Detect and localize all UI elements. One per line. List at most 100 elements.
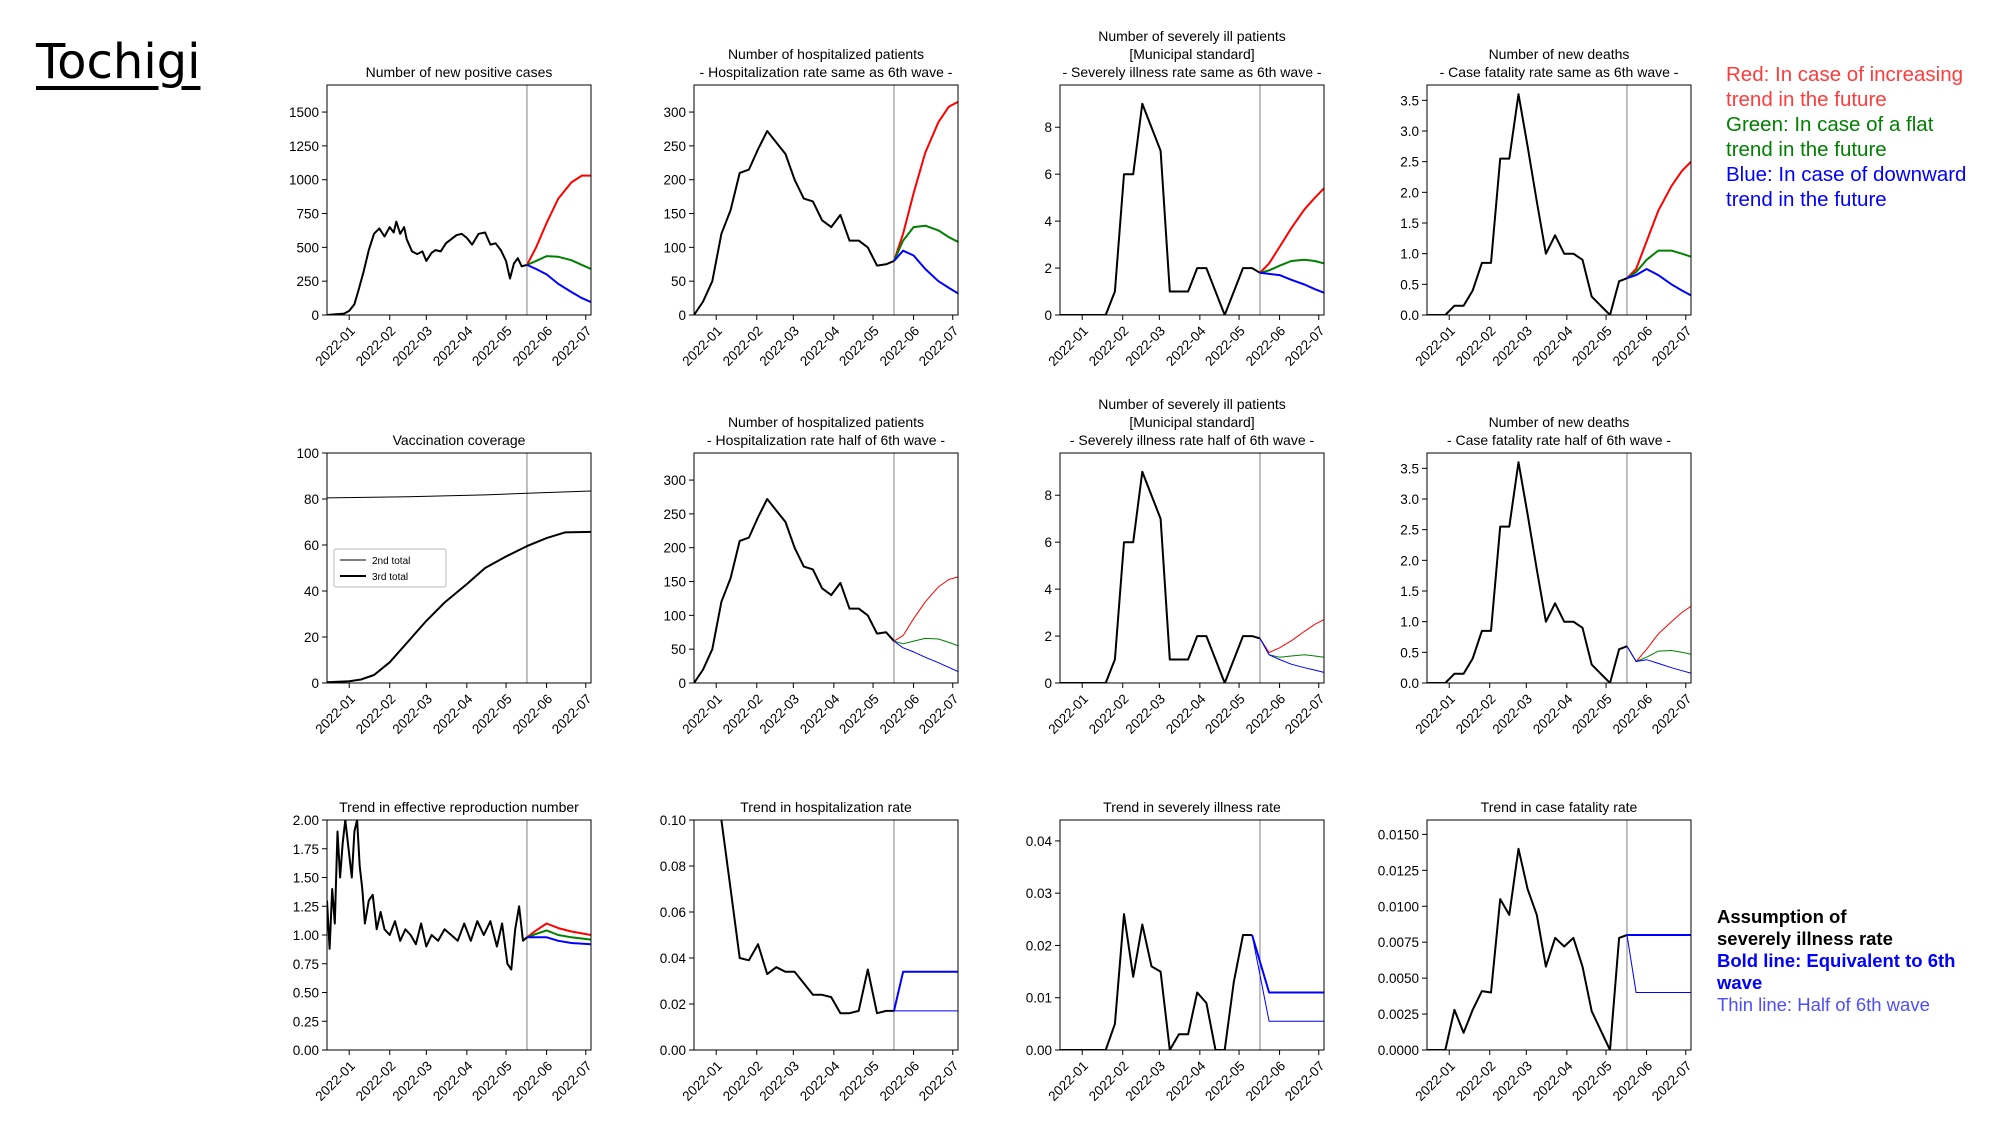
series-line-increase — [1259, 619, 1324, 653]
x-tick-label: 2022-02 — [353, 691, 399, 737]
y-tick-label: 1.25 — [293, 899, 319, 914]
chart-frame — [693, 819, 959, 1051]
series-line-increase — [1259, 187, 1324, 274]
x-tick-label: 2022-04 — [797, 691, 843, 737]
y-tick-label: 200 — [663, 541, 686, 556]
y-tick-label: 0 — [311, 308, 319, 323]
assumption-legend-line: Bold line: Equivalent to 6th — [1717, 950, 1956, 971]
x-tick-label: 2022-05 — [836, 691, 882, 737]
series-line-history — [1427, 93, 1628, 315]
series-line-downward — [1626, 645, 1691, 674]
y-tick-label: 100 — [663, 608, 686, 623]
y-tick-label: 6 — [1044, 535, 1052, 550]
x-tick-label: 2022-02 — [353, 1058, 399, 1104]
x-tick-label: 2022-01 — [1412, 691, 1458, 737]
series-line-history — [1427, 461, 1628, 683]
series-line-increase — [893, 101, 958, 262]
series-line-downward — [1259, 638, 1324, 673]
series-line-increase — [526, 174, 591, 266]
chart-series-group — [327, 490, 591, 683]
x-tick-label: 2022-05 — [469, 691, 515, 737]
chart-frame — [1426, 819, 1692, 1051]
x-tick-label: 2022-04 — [430, 691, 476, 737]
x-tick-label: 2022-03 — [1489, 323, 1535, 369]
chart-frame — [693, 452, 959, 684]
y-tick-label: 0 — [1044, 308, 1052, 323]
x-tick-label: 2022-01 — [679, 1058, 725, 1104]
x-tick-label: 2022-05 — [836, 323, 882, 369]
chart-panel: Number of hospitalized patients - Hospita… — [663, 414, 961, 737]
x-tick-label: 2022-06 — [1610, 691, 1656, 737]
y-tick-label: 100 — [663, 240, 686, 255]
y-tick-label: 0 — [678, 676, 686, 691]
series-line-flat — [893, 637, 958, 647]
chart-legend-box — [333, 548, 447, 588]
y-tick-label: 1.75 — [293, 842, 319, 857]
y-tick-label: 0.0075 — [1378, 935, 1419, 950]
y-tick-label: 1.50 — [293, 871, 319, 886]
y-tick-label: 1.5 — [1400, 584, 1419, 599]
y-tick-label: 0.0150 — [1378, 827, 1419, 842]
x-tick-label: 2022-06 — [510, 323, 556, 369]
chart-title: - Severely illness rate same as 6th wave… — [1062, 64, 1321, 80]
y-tick-label: 0.0 — [1400, 676, 1419, 691]
y-tick-label: 1.5 — [1400, 216, 1419, 231]
series-line-flat — [1259, 638, 1324, 658]
scenario-legend: Red: In case of increasing trend in the … — [1726, 62, 1966, 212]
y-tick-label: 150 — [663, 207, 686, 222]
x-tick-label: 2022-07 — [549, 323, 595, 369]
y-tick-label: 2.00 — [293, 813, 319, 828]
y-tick-label: 4 — [1044, 214, 1052, 229]
x-tick-label: 2022-06 — [1243, 323, 1289, 369]
y-tick-label: 3.0 — [1400, 492, 1419, 507]
chart-panel: Trend in effective reproduction number 0.… — [293, 799, 595, 1104]
y-tick-label: 0.25 — [293, 1014, 319, 1029]
assumption-legend-line: Thin line: Half of 6th wave — [1717, 994, 1930, 1015]
x-tick-label: 2022-02 — [720, 323, 766, 369]
series-line-downward — [893, 970, 958, 1012]
y-tick-label: 750 — [296, 207, 319, 222]
x-tick-label: 2022-01 — [679, 323, 725, 369]
series-line-history — [1427, 847, 1628, 1050]
chart-series-group — [694, 101, 958, 315]
chart-title: Number of severely ill patients — [1098, 396, 1286, 412]
x-tick-label: 2022-03 — [1122, 323, 1168, 369]
x-tick-label: 2022-05 — [1202, 1058, 1248, 1104]
scenario-legend-line: Red: In case of increasing — [1726, 63, 1964, 86]
series-line-downward — [1626, 268, 1691, 297]
x-tick-label: 2022-04 — [1530, 323, 1576, 369]
y-tick-label: 0.03 — [1026, 886, 1052, 901]
y-tick-label: 8 — [1044, 488, 1052, 503]
y-tick-label: 3.0 — [1400, 124, 1419, 139]
x-tick-label: 2022-04 — [1530, 691, 1576, 737]
y-tick-label: 1.0 — [1400, 247, 1419, 262]
chart-title: Number of hospitalized patients — [728, 414, 924, 430]
y-tick-label: 0.06 — [660, 905, 686, 920]
x-tick-label: 2022-03 — [389, 323, 435, 369]
x-tick-label: 2022-07 — [916, 691, 962, 737]
chart-legend-label: 2nd total — [372, 556, 410, 567]
chart-title: - Case fatality rate same as 6th wave - — [1440, 64, 1679, 80]
x-tick-label: 2022-03 — [1489, 691, 1535, 737]
y-tick-label: 2.0 — [1400, 185, 1419, 200]
x-tick-label: 2022-07 — [1282, 1058, 1328, 1104]
scenario-legend-line: trend in the future — [1726, 188, 1887, 211]
x-tick-label: 2022-06 — [1243, 691, 1289, 737]
x-tick-label: 2022-03 — [1122, 1058, 1168, 1104]
chart-frame — [1426, 84, 1692, 316]
y-tick-label: 50 — [671, 274, 686, 289]
y-tick-label: 0 — [311, 676, 319, 691]
chart-frame — [326, 452, 592, 684]
x-tick-label: 2022-05 — [1569, 323, 1615, 369]
series-line-history — [1060, 102, 1261, 315]
x-tick-label: 2022-07 — [916, 323, 962, 369]
y-tick-label: 0 — [678, 308, 686, 323]
chart-series-group — [1427, 93, 1691, 315]
x-tick-label: 2022-01 — [1045, 1058, 1091, 1104]
y-tick-label: 0.5 — [1400, 277, 1419, 292]
y-tick-label: 20 — [304, 630, 319, 645]
y-tick-label: 0.01 — [1026, 991, 1052, 1006]
y-tick-label: 2 — [1044, 629, 1052, 644]
chart-series-group — [327, 820, 591, 971]
